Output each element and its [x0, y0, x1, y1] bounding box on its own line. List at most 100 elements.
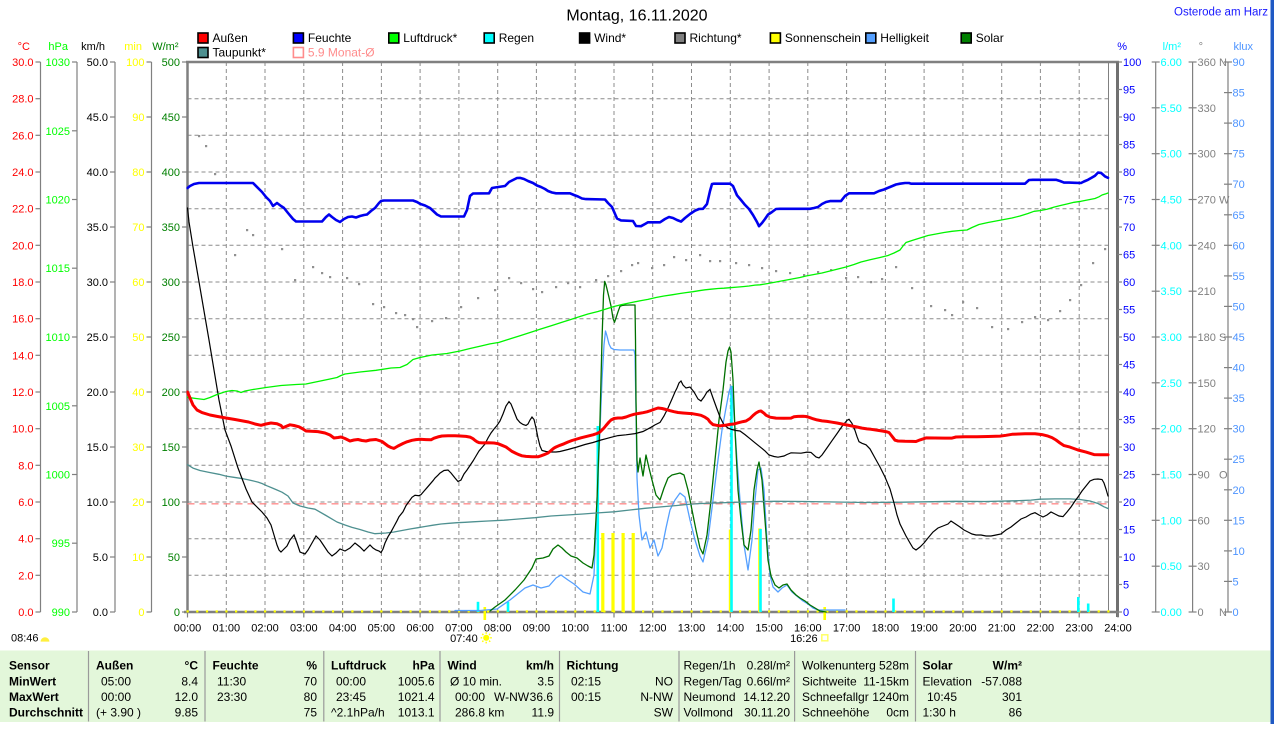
svg-text:70: 70 — [1123, 222, 1135, 234]
svg-text:35.0: 35.0 — [87, 222, 108, 234]
svg-text:286.8 km: 286.8 km — [455, 706, 504, 720]
svg-text:4.0: 4.0 — [18, 534, 33, 546]
svg-text:24.0: 24.0 — [12, 167, 33, 179]
svg-text:10:45: 10:45 — [927, 690, 957, 704]
svg-text:12.0: 12.0 — [12, 387, 33, 399]
svg-text:Regen/1h: Regen/1h — [684, 659, 736, 673]
svg-text:330: 330 — [1198, 103, 1216, 115]
svg-text:50: 50 — [132, 332, 144, 344]
svg-text:30: 30 — [1198, 561, 1210, 573]
svg-text:180: 180 — [1198, 332, 1216, 344]
svg-text:50: 50 — [168, 552, 180, 564]
svg-text:40: 40 — [132, 387, 144, 399]
svg-text:Luftdruck: Luftdruck — [331, 659, 387, 673]
svg-text:1.00: 1.00 — [1161, 515, 1182, 527]
svg-text:12:00: 12:00 — [639, 623, 667, 635]
svg-text:5.0: 5.0 — [93, 552, 108, 564]
svg-text:30.11.20: 30.11.20 — [744, 706, 790, 720]
svg-text:95: 95 — [1123, 85, 1135, 97]
svg-text:75: 75 — [1233, 149, 1245, 161]
svg-text:35: 35 — [1233, 393, 1245, 405]
svg-text:N: N — [1219, 607, 1227, 619]
svg-text:75: 75 — [1123, 195, 1135, 207]
svg-text:16.0: 16.0 — [12, 314, 33, 326]
svg-text:14:00: 14:00 — [717, 623, 745, 635]
svg-text:36.6: 36.6 — [530, 690, 554, 704]
svg-text:90: 90 — [132, 112, 144, 124]
svg-text:10: 10 — [132, 552, 144, 564]
svg-text:Richtung: Richtung — [567, 659, 619, 673]
svg-text:4.50: 4.50 — [1161, 195, 1182, 207]
svg-text:06:00: 06:00 — [406, 623, 434, 635]
svg-text:03:00: 03:00 — [290, 623, 318, 635]
svg-text:100: 100 — [1123, 57, 1141, 69]
svg-text:min: min — [124, 41, 142, 53]
svg-text:35: 35 — [1123, 415, 1135, 427]
svg-text:400: 400 — [162, 167, 180, 179]
svg-text:70: 70 — [304, 674, 318, 688]
svg-text:13:00: 13:00 — [678, 623, 706, 635]
svg-text:50.0: 50.0 — [87, 57, 108, 69]
svg-text:1020: 1020 — [46, 195, 70, 207]
svg-text:80: 80 — [1233, 118, 1245, 130]
svg-text:60: 60 — [1233, 240, 1245, 252]
svg-text:25.0: 25.0 — [87, 332, 108, 344]
svg-text:65: 65 — [1233, 210, 1245, 222]
svg-text:20: 20 — [132, 497, 144, 509]
svg-text:22:00: 22:00 — [1027, 623, 1055, 635]
svg-text:14.0: 14.0 — [12, 350, 33, 362]
svg-text:70: 70 — [1233, 179, 1245, 191]
svg-text:S: S — [1219, 332, 1226, 344]
svg-text:0: 0 — [174, 607, 180, 619]
svg-text:8.4: 8.4 — [181, 674, 198, 688]
svg-text:MinWert: MinWert — [9, 674, 56, 688]
svg-text:20.0: 20.0 — [87, 387, 108, 399]
svg-text:55: 55 — [1233, 271, 1245, 283]
svg-text:300: 300 — [162, 277, 180, 289]
svg-text:Solar: Solar — [976, 31, 1004, 45]
svg-text:Sichtweite: Sichtweite — [802, 674, 857, 688]
svg-text:0.66l/m²: 0.66l/m² — [747, 674, 790, 688]
svg-text:°: ° — [1199, 41, 1203, 53]
svg-text:0.28l/m²: 0.28l/m² — [747, 659, 790, 673]
svg-text:40: 40 — [1123, 387, 1135, 399]
svg-text:500: 500 — [162, 57, 180, 69]
svg-text:45: 45 — [1233, 332, 1245, 344]
svg-text:301: 301 — [1002, 690, 1022, 704]
svg-text:30.0: 30.0 — [87, 277, 108, 289]
svg-text:24:00: 24:00 — [1104, 623, 1132, 635]
svg-text:15: 15 — [1123, 525, 1135, 537]
svg-text:1025: 1025 — [46, 126, 70, 138]
svg-text:17:00: 17:00 — [833, 623, 861, 635]
svg-text:Schneefallgr: Schneefallgr — [802, 690, 869, 704]
svg-text:00:00: 00:00 — [101, 690, 131, 704]
svg-text:5.00: 5.00 — [1161, 149, 1182, 161]
svg-text:O: O — [1219, 470, 1228, 482]
svg-text:1005: 1005 — [46, 401, 70, 413]
svg-text:Taupunkt*: Taupunkt* — [213, 46, 267, 60]
svg-text:0cm: 0cm — [886, 706, 909, 720]
svg-text:40.0: 40.0 — [87, 167, 108, 179]
svg-text:Elevation: Elevation — [923, 674, 972, 688]
svg-text:10.0: 10.0 — [12, 424, 33, 436]
svg-text:90: 90 — [1198, 470, 1210, 482]
svg-text:80: 80 — [304, 690, 318, 704]
svg-text:45.0: 45.0 — [87, 112, 108, 124]
svg-text:23:45: 23:45 — [336, 690, 366, 704]
svg-text:10:00: 10:00 — [561, 623, 589, 635]
svg-text:km/h: km/h — [526, 659, 554, 673]
svg-text:80: 80 — [132, 167, 144, 179]
svg-text:6.0: 6.0 — [18, 497, 33, 509]
svg-text:14.12.20: 14.12.20 — [743, 690, 790, 704]
svg-text:Sensor: Sensor — [9, 659, 50, 673]
svg-text:hPa: hPa — [412, 659, 434, 673]
svg-text:0: 0 — [138, 607, 144, 619]
svg-text:20.0: 20.0 — [12, 240, 33, 252]
svg-text:350: 350 — [162, 222, 180, 234]
svg-text:klux: klux — [1233, 41, 1253, 53]
svg-text:Wolkenunterg: Wolkenunterg — [802, 659, 876, 673]
svg-text:2.50: 2.50 — [1161, 378, 1182, 390]
svg-text:SW: SW — [654, 706, 674, 720]
svg-text:40: 40 — [1233, 363, 1245, 375]
svg-text:65: 65 — [1123, 250, 1135, 262]
